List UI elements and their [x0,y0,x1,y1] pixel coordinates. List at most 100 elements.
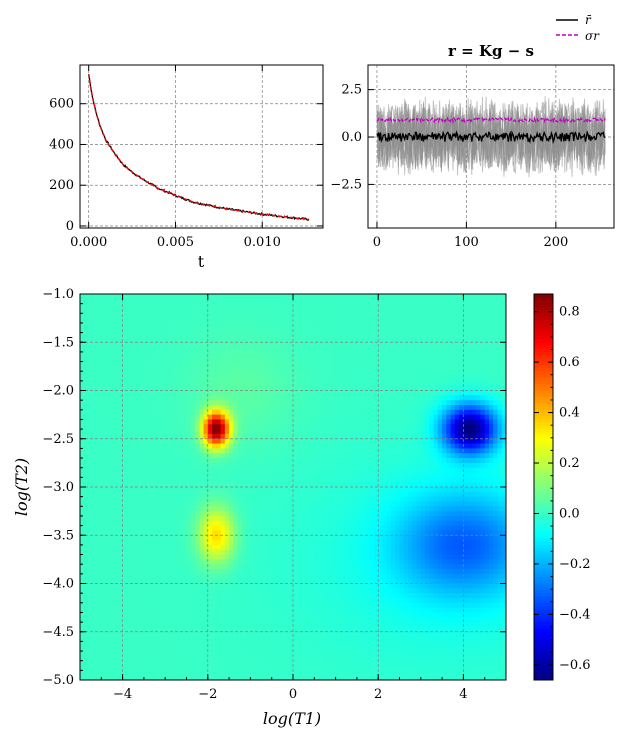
heatmap-cell [293,515,298,522]
heatmap-cell [148,429,153,435]
heatmap-cell [361,395,366,401]
heatmap-cell [280,501,285,507]
heatmap-cell [190,458,196,464]
heatmap-cell [224,467,230,473]
heatmap-cell [497,294,503,300]
heatmap-cell [233,298,239,305]
heatmap-cell [241,294,247,300]
heatmap-cell [190,303,196,309]
heatmap-cell [361,429,366,435]
heatmap-cell [382,400,388,406]
heatmap-cell [488,491,494,498]
heatmap-cell [109,458,115,464]
heatmap-cell [399,496,405,502]
heatmap-cell [310,433,315,440]
heatmap-cell [403,376,409,382]
heatmap-cell [199,511,204,517]
heatmap-cell [344,433,349,440]
heatmap-cell [254,491,260,498]
heatmap-cell [471,390,477,396]
heatmap-cell [271,443,277,449]
heatmap-cell [288,419,294,425]
heatmap-cell [216,298,221,305]
heatmap-cell [143,491,149,498]
heatmap-cell [373,409,379,416]
heatmap-cell [160,419,166,425]
heatmap-cell [301,400,307,406]
heatmap-cell [267,511,273,517]
heatmap-cell [165,318,170,324]
heatmap-cell [378,303,383,309]
heatmap-cell [84,376,89,382]
heatmap-cell [454,506,460,512]
heatmap-cell [305,458,311,464]
heatmap-cell [322,443,328,449]
heatmap-cell [288,462,294,469]
heatmap-cell [284,356,290,362]
heatmap-cell [476,433,481,440]
heatmap-cell [471,361,477,367]
heatmap-cell [152,487,158,493]
heatmap-cell [169,313,175,319]
heatmap-cell [429,404,434,411]
heatmap-cell [237,376,243,382]
heatmap-cell [152,376,158,382]
heatmap-cell [92,496,98,502]
heatmap-cell [80,337,85,343]
heatmap-cell [297,356,302,362]
heatmap-cell [148,443,153,449]
heatmap-cell [143,511,149,517]
heatmap-cell [80,501,85,507]
heatmap-cell [373,424,379,430]
heatmap-cell [271,438,277,444]
heatmap-cell [322,294,328,300]
heatmap-cell [126,347,132,353]
heatmap-cell [233,376,239,382]
heatmap-cell [493,342,498,348]
heatmap-cell [399,322,405,329]
heatmap-cell [148,453,153,459]
heatmap-cell [114,400,119,406]
heatmap-cell [143,366,149,372]
heatmap-cell [403,327,409,333]
heatmap-cell [420,356,426,362]
heatmap-cell [199,308,204,314]
heatmap-cell [310,409,315,416]
heatmap-cell [331,491,336,498]
heatmap-cell [80,303,85,309]
heatmap-cell [327,318,332,324]
heatmap-cell [484,385,490,391]
heatmap-cell [395,520,400,526]
heatmap-cell [177,298,183,305]
heatmap-cell [331,322,336,329]
heatmap-cell [250,404,256,411]
heatmap-cell [467,342,473,348]
heatmap-cell [412,376,417,382]
heatmap-cell [182,342,187,348]
heatmap-cell [224,303,230,309]
heatmap-cell [378,351,383,358]
heatmap-cell [84,525,89,531]
heatmap-cell [275,376,281,382]
heatmap-cell [416,525,422,531]
heatmap-cell [361,462,366,469]
heatmap-cell [84,400,89,406]
heatmap-cell [241,506,247,512]
heatmap-cell [250,294,256,300]
heatmap-cell [484,496,490,502]
heatmap-cell [271,525,277,531]
heatmap-cell [250,318,256,324]
heatmap-cell [297,404,302,411]
heatmap-cell [369,472,375,478]
heatmap-cell [160,424,166,430]
heatmap-cell [446,332,452,338]
heatmap-cell [301,395,307,401]
heatmap-cell [373,395,379,401]
heatmap-cell [314,515,319,522]
heatmap-cell [305,390,311,396]
heatmap-cell [429,515,434,522]
heatmap-cell [229,462,234,469]
heatmap-cell [386,356,392,362]
heatmap-cell [224,313,230,319]
heatmap-cell [135,438,141,444]
